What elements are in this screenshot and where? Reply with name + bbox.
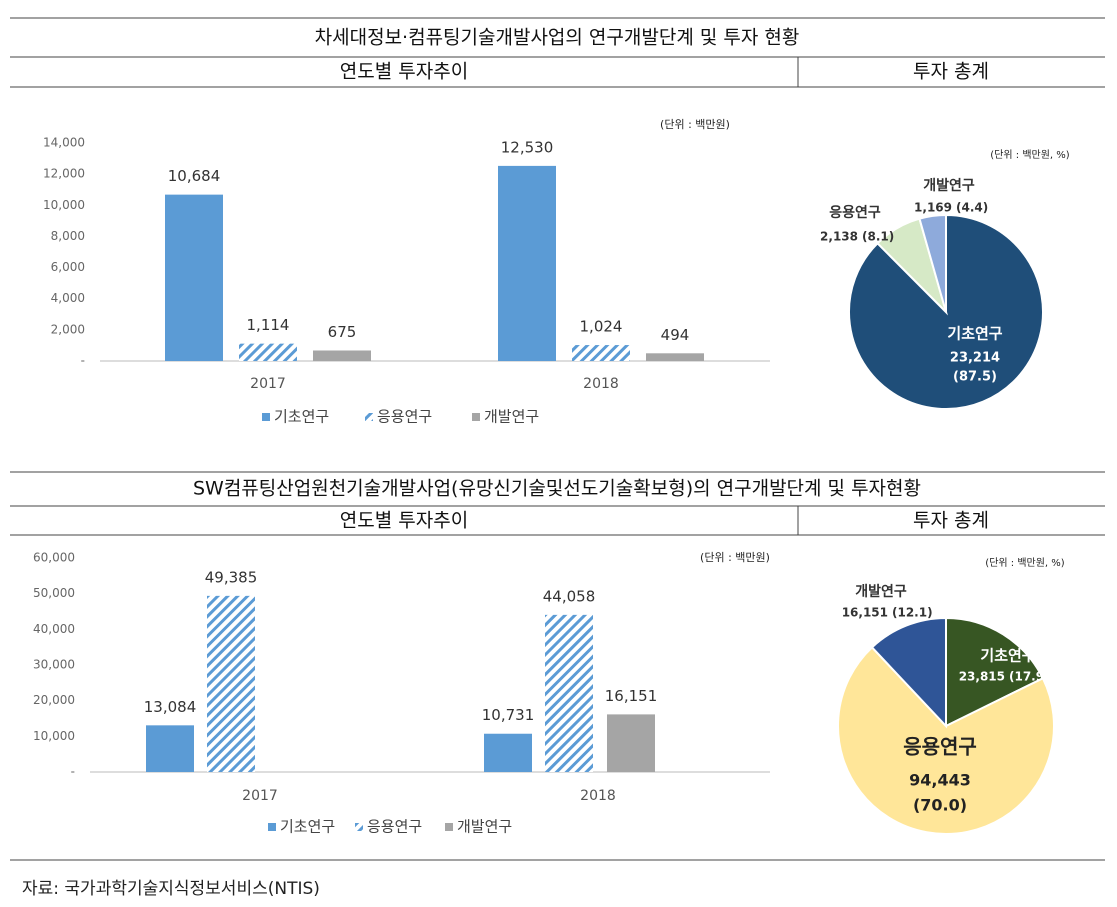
data-label: 675: [328, 323, 357, 341]
bar: [239, 343, 297, 361]
source: 자료: 국가과학기술지식정보서비스(NTIS): [22, 879, 320, 899]
x-tick-label: 2017: [250, 376, 286, 392]
slice-value: 23,214: [950, 351, 1000, 366]
slice-name: 개발연구: [923, 177, 975, 194]
legend-label: 기초연구: [280, 818, 335, 836]
data-label: 44,058: [543, 587, 596, 605]
slice-percent: (4.4): [956, 201, 988, 215]
bar: [572, 345, 630, 361]
bar: [607, 714, 655, 772]
legend-swatch: [472, 413, 480, 421]
slice-value: 2,138: [820, 230, 858, 244]
y-tick-label: 8,000: [51, 229, 85, 243]
slice-name: 응용연구: [903, 735, 977, 759]
data-label: 1,024: [580, 318, 623, 336]
y-tick-label: -: [71, 765, 75, 779]
data-label: 10,731: [482, 706, 535, 724]
pie-slice: [870, 616, 947, 729]
y-tick-label: 4,000: [51, 291, 85, 305]
bar: [165, 194, 223, 361]
slice-percent: (87.5): [953, 370, 997, 385]
legend-swatch: [445, 823, 453, 831]
y-tick-label: -: [81, 354, 85, 368]
y-tick-label: 14,000: [43, 136, 85, 150]
slice-value: 1,169: [914, 201, 952, 215]
slice-name: 응용연구: [829, 205, 881, 221]
bar: [207, 595, 255, 772]
y-tick-label: 2,000: [51, 322, 85, 336]
bar: [146, 725, 194, 772]
data-label: 494: [661, 326, 690, 344]
section-title: 차세대정보·컴퓨팅기술개발사업의 연구개발단계 및 투자 현황: [315, 27, 800, 49]
slice-percent: (70.0): [913, 796, 967, 815]
legend-label: 응용연구: [367, 818, 422, 836]
bar: [313, 350, 371, 361]
slice-percent: (8.1): [862, 230, 894, 244]
slice-value: 16,151: [842, 606, 888, 620]
unit-note: (단위 : 백만원): [700, 551, 770, 564]
pie-slice: [945, 616, 1045, 728]
section-header: 연도별 투자추이: [340, 510, 468, 532]
section-header: 투자 총계: [913, 61, 989, 83]
y-tick-label: 20,000: [33, 693, 75, 707]
legend-label: 기초연구: [274, 408, 329, 426]
y-tick-label: 10,000: [33, 729, 75, 743]
legend-swatch: [268, 823, 276, 831]
y-tick-label: 12,000: [43, 167, 85, 181]
slice-name: 개발연구: [855, 583, 907, 600]
y-tick-label: 6,000: [51, 260, 85, 274]
x-tick-label: 2017: [242, 788, 278, 804]
data-label: 12,530: [501, 138, 554, 156]
legend-swatch: [355, 823, 363, 831]
y-tick-label: 40,000: [33, 622, 75, 636]
section-header: 투자 총계: [913, 510, 989, 532]
slice-name: 기초연구: [947, 325, 1002, 343]
legend-label: 응용연구: [377, 408, 432, 426]
section-title: SW컴퓨팅산업원천기술개발사업(유망신기술및선도기술확보형)의 연구개발단계 및…: [193, 478, 921, 500]
unit-note: (단위 : 백만원): [660, 118, 730, 131]
bar: [545, 614, 593, 772]
bar: [646, 353, 704, 361]
bar: [484, 733, 532, 772]
y-tick-label: 10,000: [43, 198, 85, 212]
data-label: 10,684: [168, 167, 221, 185]
data-label: 1,114: [247, 316, 290, 334]
unit-note: (단위 : 백만원, %): [990, 148, 1069, 161]
legend-swatch: [262, 413, 270, 421]
y-tick-label: 50,000: [33, 586, 75, 600]
slice-name: 기초연구: [980, 647, 1035, 665]
slice-value: 23,815: [959, 670, 1005, 684]
pie-slice: [837, 645, 1055, 835]
slice-percent: (17.9): [1009, 670, 1050, 684]
pie-slice: [918, 213, 947, 313]
legend-label: 개발연구: [484, 408, 539, 426]
data-label: 13,084: [144, 698, 197, 716]
legend-swatch: [365, 413, 373, 421]
slice-percent: (12.1): [892, 606, 933, 620]
bar: [498, 165, 556, 361]
slice-value: 94,443: [909, 771, 971, 790]
x-tick-label: 2018: [580, 788, 616, 804]
section-header: 연도별 투자추이: [340, 61, 468, 83]
data-label: 16,151: [605, 687, 658, 705]
legend-label: 개발연구: [457, 818, 512, 836]
x-tick-label: 2018: [583, 376, 619, 392]
y-tick-label: 60,000: [33, 551, 75, 565]
data-label: 49,385: [205, 568, 258, 586]
unit-note: (단위 : 백만원, %): [985, 556, 1064, 569]
y-tick-label: 30,000: [33, 658, 75, 672]
